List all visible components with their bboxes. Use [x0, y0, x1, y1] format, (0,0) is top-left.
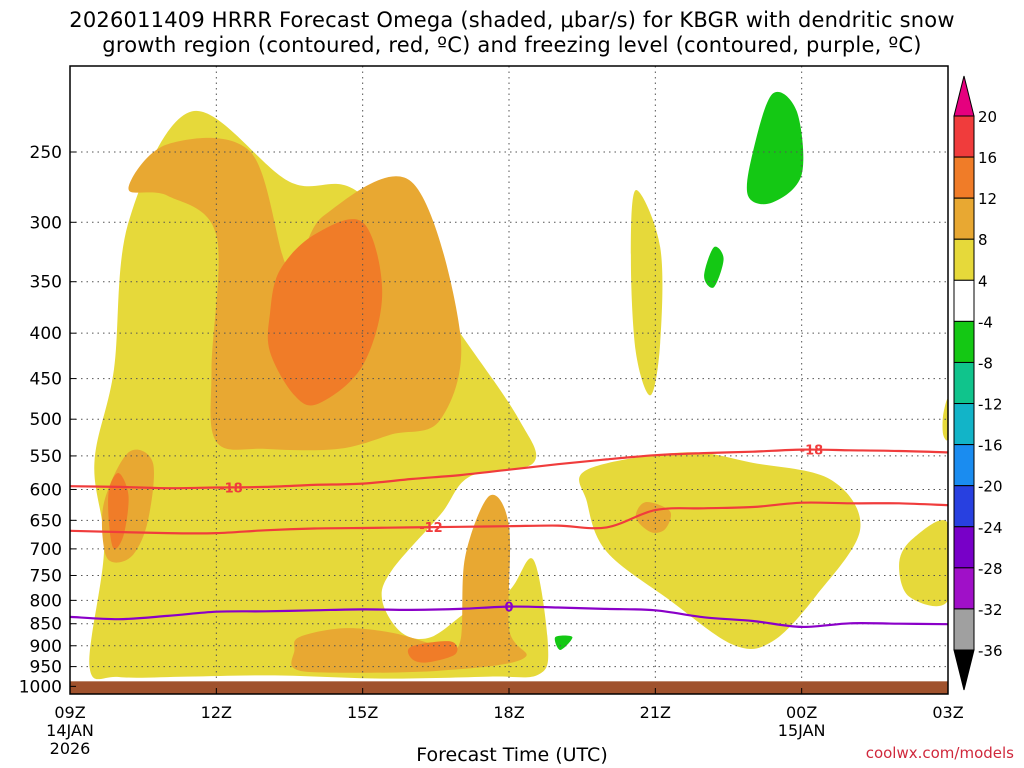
colorbar-band-6 — [953, 361, 975, 405]
y-tick-label-600: 600 — [30, 480, 62, 500]
colorbar-label-4: 4 — [978, 272, 988, 290]
y-tick-label-450: 450 — [30, 370, 62, 390]
contour-labels: -18 -12 0 -18 — [219, 444, 824, 616]
omega-region-14 — [554, 635, 573, 650]
omega-region-1 — [579, 452, 861, 649]
credit-text: coolwx.com/models — [865, 744, 1014, 762]
y-tick-label-700: 700 — [30, 540, 62, 560]
colorbar: 20 16 12 8 4 -4 -8 -12 -16 -20 -24 -28 -32 -36 — [953, 75, 1003, 691]
y-tick-label-750: 750 — [30, 566, 62, 586]
y-tick-label-400: 400 — [30, 324, 62, 344]
y-tick-label-500: 500 — [30, 410, 62, 430]
omega-shading — [89, 91, 948, 680]
colorbar-label-9: -20 — [978, 478, 1003, 496]
colorbar-band-12 — [953, 608, 975, 651]
colorbar-band-9 — [953, 485, 975, 528]
y-tick-label-950: 950 — [30, 658, 62, 678]
contour-label-minus18: -18 — [219, 481, 243, 496]
colorbar-label-10: -24 — [978, 519, 1003, 537]
x-tick-label-00Z: 00Z — [786, 703, 817, 722]
x-axis-label: Forecast Time (UTC) — [416, 744, 608, 766]
colorbar-label-5: -4 — [978, 313, 993, 331]
x-tick-sublabel-00Z: 15JAN — [778, 721, 826, 740]
colorbar-band-0 — [953, 115, 975, 158]
y-tick-label-350: 350 — [30, 273, 62, 293]
contour-label-minus12: -12 — [419, 521, 443, 536]
x-tick-label-15Z: 15Z — [347, 703, 378, 722]
grid-lines — [69, 66, 949, 694]
y-tick-label-850: 850 — [30, 615, 62, 635]
omega-region-9 — [267, 219, 383, 406]
colorbar-band-1 — [953, 156, 975, 199]
colorbar-top-arrow — [953, 75, 975, 117]
y-tick-label-300: 300 — [30, 213, 62, 233]
contour-label-minus18-right: -18 — [800, 444, 824, 459]
colorbar-band-2 — [953, 197, 975, 240]
y-axis: 2503003504004505005506006507007508008509… — [19, 143, 76, 697]
omega-region-10 — [108, 473, 129, 550]
colorbar-label-11: -28 — [978, 560, 1003, 578]
colorbar-label-7: -12 — [978, 396, 1003, 414]
chart-title: 2026011409 HRRR Forecast Omega (shaded, … — [69, 8, 955, 32]
x-tick-label-12Z: 12Z — [201, 703, 232, 722]
y-tick-label-900: 900 — [30, 637, 62, 657]
x-tick-label-18Z: 18Z — [493, 703, 524, 722]
omega-region-13 — [704, 246, 724, 288]
y-tick-label-1000: 1000 — [19, 677, 62, 697]
colorbar-bottom-arrow — [953, 649, 975, 691]
contour-freezing — [70, 605, 948, 629]
omega-region-3 — [899, 520, 948, 607]
colorbar-label-13: -36 — [978, 642, 1003, 660]
colorbar-label-8: -16 — [978, 437, 1003, 455]
colorbar-label-2: 12 — [978, 190, 997, 208]
colorbar-band-11 — [953, 567, 975, 610]
x-tick-label-09Z: 09Z — [54, 703, 85, 722]
colorbar-band-4 — [953, 279, 975, 322]
colorbar-band-10 — [953, 526, 975, 569]
colorbar-label-6: -8 — [978, 354, 993, 372]
contour-minus18 — [70, 448, 948, 490]
chart-title-line2: growth region (contoured, red, ºC) and f… — [102, 33, 922, 57]
colorbar-label-0: 20 — [978, 108, 997, 126]
x-tick-label-21Z: 21Z — [640, 703, 671, 722]
y-tick-label-650: 650 — [30, 511, 62, 531]
colorbar-label-1: 16 — [978, 149, 997, 167]
x-tick-label-03Z: 03Z — [932, 703, 963, 722]
colorbar-band-5 — [953, 320, 975, 363]
colorbar-band-3 — [953, 238, 975, 281]
colorbar-label-12: -32 — [978, 601, 1003, 619]
omega-region-2 — [630, 190, 663, 396]
colorbar-label-3: 8 — [978, 231, 988, 249]
omega-region-11 — [407, 641, 458, 663]
x-tick-sublabel2-09Z: 2026 — [50, 739, 91, 758]
terrain-fill — [70, 681, 948, 694]
omega-region-7 — [291, 494, 527, 673]
x-tick-sublabel-09Z: 14JAN — [46, 721, 94, 740]
temperature-contours — [70, 448, 948, 629]
colorbar-band-8 — [953, 444, 975, 487]
colorbar-band-7 — [953, 403, 975, 446]
contour-minus12 — [70, 501, 948, 535]
contour-label-freezing: 0 — [504, 601, 513, 616]
omega-region-12 — [746, 91, 804, 205]
terrain — [70, 681, 948, 694]
y-tick-label-800: 800 — [30, 591, 62, 611]
y-tick-label-550: 550 — [30, 447, 62, 467]
y-tick-label-250: 250 — [30, 143, 62, 163]
